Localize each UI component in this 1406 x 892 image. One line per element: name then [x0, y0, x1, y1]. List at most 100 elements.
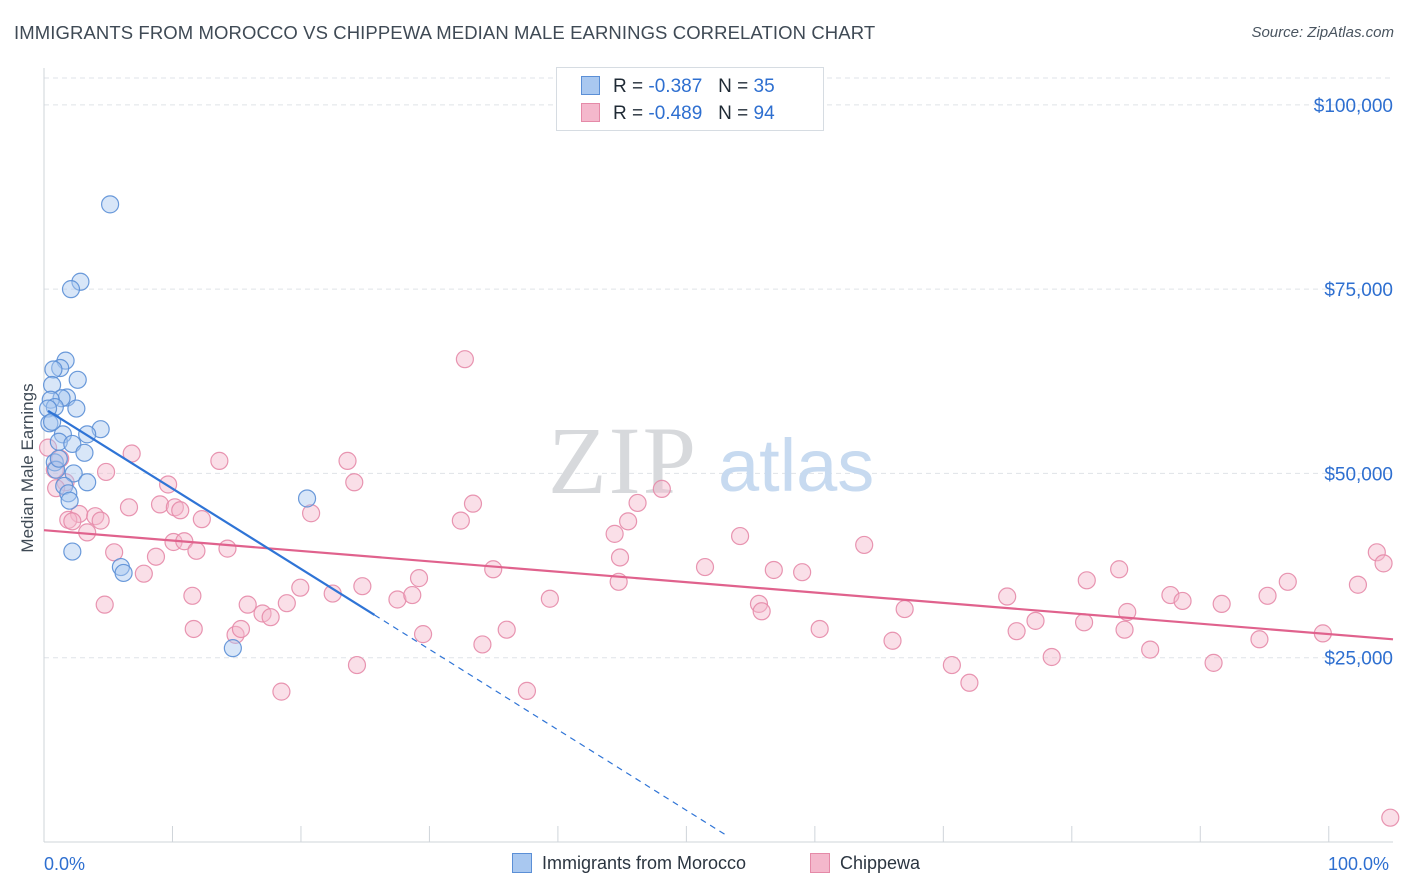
chippewa-point: [752, 602, 771, 621]
chippewa-point: [855, 535, 874, 555]
chippewa-point: [96, 462, 116, 482]
pink-swatch: [581, 103, 600, 122]
chippewa-point: [403, 585, 422, 605]
chippewa-points: [38, 350, 1400, 827]
morocco-point: [64, 464, 83, 483]
chippewa-point: [291, 578, 310, 597]
chippewa-point: [338, 451, 357, 470]
stats-legend: R = -0.387 N = 35 R = -0.489 N = 94: [556, 67, 824, 131]
chippewa-point: [38, 438, 58, 457]
chippewa-point: [171, 501, 190, 520]
morocco-point: [68, 370, 87, 389]
chippewa-point: [218, 539, 237, 558]
chippewa-point: [883, 631, 902, 650]
chippewa-point: [749, 594, 769, 614]
chippewa-point: [1348, 575, 1368, 594]
morocco-point: [114, 563, 133, 583]
chippewa-point: [238, 595, 257, 614]
n-label: N =: [718, 103, 749, 124]
morocco-point: [101, 195, 120, 214]
chippewa-point: [150, 495, 170, 514]
chippewa-point: [345, 473, 364, 492]
chippewa-point: [134, 564, 153, 583]
morocco-point: [44, 360, 63, 379]
r-label: R =: [613, 103, 644, 124]
chippewa-point: [451, 511, 470, 530]
chippewa-point: [619, 512, 638, 531]
chippewa-point: [1115, 620, 1134, 639]
chippewa-point: [998, 587, 1017, 606]
source-credit: Source: ZipAtlas.com: [1251, 24, 1394, 41]
chippewa-point: [895, 599, 914, 619]
chippewa-point: [497, 620, 516, 639]
chippewa-point: [1007, 622, 1026, 641]
chippewa-point: [695, 557, 715, 577]
r-label: R =: [613, 76, 644, 97]
legend-row-chippewa: R = -0.489 N = 94: [581, 103, 775, 125]
chippewa-point: [192, 510, 211, 529]
chippewa-point: [652, 479, 671, 499]
chippewa-point: [540, 589, 559, 608]
chippewa-point: [793, 563, 812, 582]
chippewa-point: [463, 494, 483, 513]
chippewa-point: [353, 577, 372, 596]
morocco-point: [60, 491, 79, 510]
chippewa-point: [1212, 594, 1231, 614]
series-name: Chippewa: [840, 853, 921, 873]
chippewa-point: [1042, 647, 1061, 667]
legend-row-morocco: R = -0.387 N = 35: [581, 76, 775, 98]
morocco-point: [297, 489, 317, 508]
chippewa-point: [1026, 611, 1045, 630]
series-legend-morocco[interactable]: Immigrants from Morocco: [512, 853, 746, 874]
chippewa-point: [184, 619, 203, 639]
chippewa-point: [347, 655, 367, 675]
series-name: Immigrants from Morocco: [542, 853, 747, 873]
chippewa-point: [272, 682, 291, 701]
chippewa-point: [1278, 572, 1297, 591]
morocco-point: [47, 460, 66, 479]
chippewa-point: [183, 586, 202, 605]
chippewa-point: [1381, 808, 1400, 827]
chippewa-point: [1173, 591, 1192, 611]
chippewa-point: [146, 547, 166, 566]
pink-swatch: [810, 853, 830, 873]
chippewa-point: [413, 625, 433, 644]
morocco-points: [38, 195, 317, 658]
chippewa-point: [95, 595, 114, 614]
morocco-point: [78, 473, 97, 492]
chippewa-point: [810, 619, 829, 639]
morocco-trend-extension: [374, 614, 726, 836]
chippewa-point: [1118, 602, 1137, 622]
chippewa-point: [91, 511, 110, 530]
y-tick-label: $75,000: [1324, 280, 1393, 301]
chippewa-point: [1258, 586, 1277, 605]
chippewa-point: [1110, 560, 1129, 579]
y-tick-labels: $25,000 $50,000 $75,000 $100,000: [1314, 96, 1393, 670]
x-tick-label-min: 0.0%: [44, 854, 86, 874]
chippewa-point: [409, 569, 429, 588]
chippewa-point: [105, 543, 124, 562]
morocco-point: [75, 443, 94, 462]
morocco-point: [71, 272, 90, 291]
chippewa-point: [517, 681, 537, 700]
morocco-point: [61, 280, 81, 299]
series-legend-chippewa[interactable]: Chippewa: [810, 853, 920, 874]
chippewa-point: [1374, 554, 1393, 573]
blue-swatch: [581, 76, 600, 95]
n-label: N =: [718, 76, 749, 97]
morocco-point: [63, 434, 82, 454]
chippewa-point: [610, 548, 630, 567]
chippewa-point: [261, 608, 280, 627]
x-tick-label-max: 100.0%: [1328, 854, 1390, 874]
chippewa-point: [277, 594, 296, 613]
chippewa-point: [455, 350, 474, 369]
morocco-point: [49, 449, 68, 468]
y-tick-label: $50,000: [1324, 464, 1393, 485]
blue-swatch: [512, 853, 532, 873]
watermark-zip: ZIP: [548, 407, 698, 514]
r-value: -0.489: [648, 103, 703, 124]
chippewa-point: [388, 590, 407, 609]
morocco-point: [63, 542, 82, 561]
chippewa-point: [473, 635, 492, 654]
